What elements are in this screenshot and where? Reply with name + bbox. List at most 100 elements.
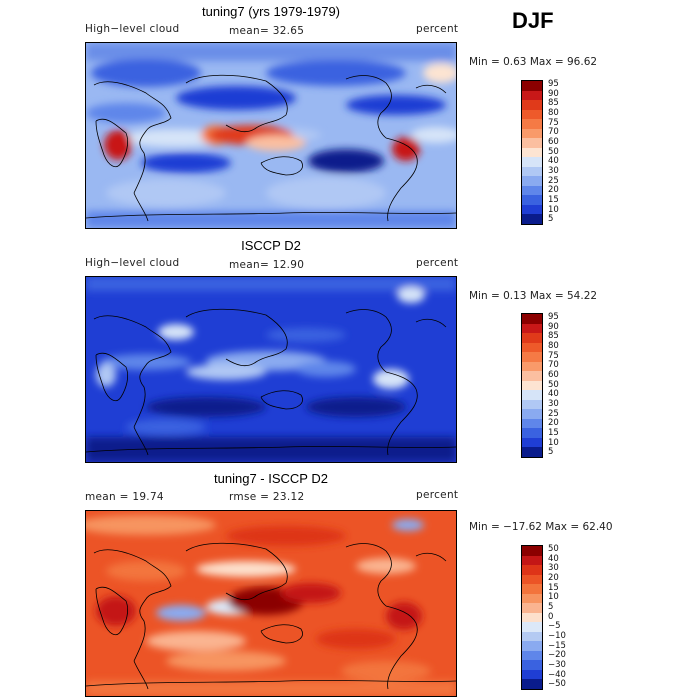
colorbar-tick-label: 75 [548, 117, 559, 128]
colorbar-tick-label: 60 [548, 136, 559, 147]
colorbar-swatch [522, 90, 542, 101]
colorbar-tick-label: 40 [548, 156, 559, 167]
colorbar-swatch [522, 555, 542, 566]
colorbar-tick-label: 10 [548, 437, 559, 448]
colorbar-swatch [522, 214, 542, 225]
colorbar-swatch [522, 546, 542, 557]
colorbar-tick-label: 25 [548, 408, 559, 419]
colorbar-swatch [522, 380, 542, 391]
colorbar-swatch [522, 342, 542, 353]
colorbar [521, 313, 543, 458]
colorbar-tick-label: −20 [548, 650, 566, 661]
colorbar-tick-label: 80 [548, 340, 559, 351]
colorbar-swatch [522, 81, 542, 92]
colorbar-tick-label: 85 [548, 331, 559, 342]
colorbar-swatch [522, 631, 542, 642]
colorbar-swatch [522, 100, 542, 111]
colorbar-tick-label: 15 [548, 427, 559, 438]
colorbar-tick-label: 50 [548, 543, 559, 554]
colorbar-swatch [522, 361, 542, 372]
colorbar-tick-label: 90 [548, 321, 559, 332]
colorbar-swatch [522, 390, 542, 401]
colorbar-swatches [521, 80, 543, 225]
colorbar-swatch [522, 641, 542, 652]
colorbar [521, 80, 543, 225]
colorbar-tick-label: 15 [548, 582, 559, 593]
colorbar-labels: 95 90 85 80 75 70 60 50 40 30 25 20 15 10 5 [548, 78, 588, 225]
colorbar-swatch [522, 565, 542, 576]
colorbar-tick-label: 10 [548, 592, 559, 603]
colorbar-tick-label: 10 [548, 204, 559, 215]
colorbar-tick-label: 25 [548, 175, 559, 186]
colorbar-swatch [522, 128, 542, 139]
colorbar-tick-label: −40 [548, 669, 566, 680]
colorbar-tick-label: 5 [548, 214, 554, 225]
colorbar-swatch [522, 428, 542, 439]
colorbar-swatch [522, 447, 542, 458]
colorbar-tick-label: 40 [548, 553, 559, 564]
colorbar-swatch [522, 660, 542, 671]
colorbar-labels: 95 90 85 80 75 70 60 50 40 30 25 20 15 10 5 [548, 312, 588, 458]
colorbar-tick-label: 5 [548, 601, 554, 612]
colorbar-swatch [522, 399, 542, 410]
colorbar-swatch [522, 323, 542, 334]
panel-units-label: percent [416, 23, 459, 35]
panel-mean-label: mean = 19.74 [85, 491, 164, 503]
season-label: DJF [512, 8, 554, 33]
colorbar-tick-label: 20 [548, 572, 559, 583]
panel-title: tuning7 (yrs 1979-1979) [201, 4, 341, 19]
panel-mean-label: mean= 32.65 [229, 25, 305, 37]
colorbar-swatch [522, 371, 542, 382]
colorbar-swatch [522, 650, 542, 661]
cloud-map-difference-svg [86, 511, 456, 696]
coastline-outline [86, 542, 456, 690]
colorbar-tick-label: 20 [548, 185, 559, 196]
colorbar-swatch [522, 119, 542, 130]
colorbar-tick-label: 5 [548, 447, 554, 458]
colorbar-tick-label: 85 [548, 98, 559, 109]
colorbar-tick-label: 80 [548, 107, 559, 118]
panel-variable-label: High−level cloud [85, 23, 180, 35]
colorbar-tick-label: 50 [548, 379, 559, 390]
cloud-map-model-svg [86, 43, 456, 228]
colorbar-swatch [522, 418, 542, 429]
cloud-map-observed-svg [86, 277, 456, 462]
colorbar-swatch [522, 603, 542, 614]
colorbar-swatch [522, 409, 542, 420]
colorbar-tick-label: −10 [548, 630, 566, 641]
colorbar-tick-label: −5 [548, 621, 561, 632]
colorbar-swatch [522, 574, 542, 585]
colorbar-tick-label: 0 [548, 611, 554, 622]
cloud-map-observed [85, 276, 457, 463]
colorbar-tick-label: 95 [548, 78, 559, 89]
cloud-map-difference [85, 510, 457, 697]
cloud-map-model [85, 42, 457, 229]
colorbar-swatch [522, 333, 542, 344]
colorbar-tick-label: 75 [548, 350, 559, 361]
colorbar-swatch [522, 352, 542, 363]
colorbar-tick-label: 90 [548, 88, 559, 99]
colorbar-tick-label: 40 [548, 389, 559, 400]
colorbar-swatches [521, 313, 543, 458]
colorbar-tick-label: 30 [548, 563, 559, 574]
colorbar-tick-label: 20 [548, 418, 559, 429]
panel-title: ISCCP D2 [241, 238, 301, 253]
panel-units-label: percent [416, 257, 459, 269]
colorbar-swatch [522, 176, 542, 187]
colorbar-swatch [522, 204, 542, 215]
colorbar-swatch [522, 166, 542, 177]
colorbar-swatch [522, 185, 542, 196]
coastline-outline [86, 308, 456, 456]
colorbar-swatch [522, 584, 542, 595]
colorbar [521, 545, 543, 690]
colorbar-swatch [522, 195, 542, 206]
colorbar-tick-label: −30 [548, 659, 566, 670]
panel-rmse-label: rmse = 23.12 [229, 491, 305, 503]
colorbar-tick-label: 30 [548, 165, 559, 176]
colorbar-tick-label: −15 [548, 640, 566, 651]
colorbar-swatch [522, 314, 542, 325]
colorbar-swatch [522, 157, 542, 168]
colorbar-swatch [522, 679, 542, 690]
coastline-outline [86, 74, 456, 222]
panel-minmax: Min = 0.13 Max = 54.22 [469, 290, 598, 302]
